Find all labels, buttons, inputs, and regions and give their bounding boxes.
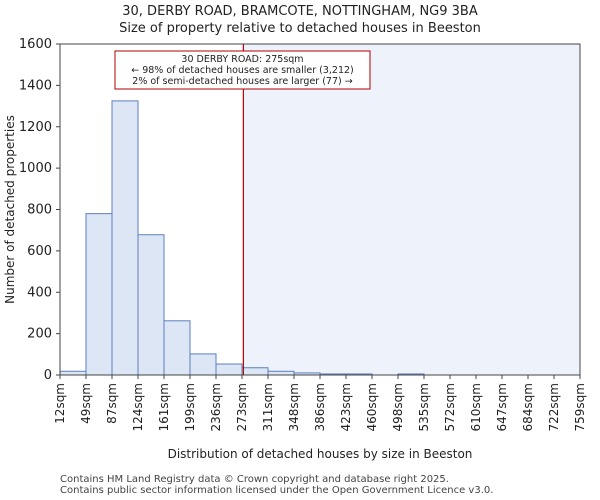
x-tick-label: 498sqm xyxy=(391,383,405,431)
bar xyxy=(59,370,87,376)
x-tick-label: 386sqm xyxy=(313,383,327,431)
y-tick-label: 1400 xyxy=(19,78,52,93)
y-axis-label: Number of detached properties xyxy=(3,115,17,304)
x-tick-label: 535sqm xyxy=(417,383,431,431)
y-tick-label: 0 xyxy=(44,368,52,383)
x-axis-label: Distribution of detached houses by size … xyxy=(168,447,473,461)
y-tick-label: 200 xyxy=(27,327,52,342)
bar xyxy=(267,370,295,376)
y-tick-label: 1600 xyxy=(19,37,52,52)
chart-title-line-1: 30, DERBY ROAD, BRAMCOTE, NOTTINGHAM, NG… xyxy=(122,4,478,19)
y-tick-label: 1200 xyxy=(19,120,52,135)
x-tick-label: 12sqm xyxy=(53,383,67,424)
x-tick-label: 647sqm xyxy=(495,383,509,431)
annotation-line: ← 98% of detached houses are smaller (3,… xyxy=(131,65,354,76)
x-tick-label: 124sqm xyxy=(131,383,145,431)
x-tick-label: 273sqm xyxy=(235,383,249,431)
annotation-line: 30 DERBY ROAD: 275sqm xyxy=(181,54,303,65)
y-tick-label: 800 xyxy=(27,203,52,218)
bar xyxy=(85,213,113,376)
annotation-line: 2% of semi-detached houses are larger (7… xyxy=(132,76,352,87)
x-tick-label: 423sqm xyxy=(339,383,353,431)
chart-title-line-2: Size of property relative to detached ho… xyxy=(119,21,481,36)
bar xyxy=(215,363,243,376)
annotation-box xyxy=(114,50,371,90)
credit-line-1: Contains HM Land Registry data © Crown c… xyxy=(60,474,449,485)
x-tick-label: 610sqm xyxy=(469,383,483,431)
bar xyxy=(137,234,165,376)
x-tick-label: 348sqm xyxy=(287,383,301,431)
x-tick-label: 572sqm xyxy=(443,383,457,431)
shaded-region xyxy=(243,44,581,375)
x-tick-label: 759sqm xyxy=(573,383,587,431)
bar xyxy=(189,353,217,376)
bar xyxy=(163,320,191,376)
x-tick-label: 311sqm xyxy=(261,383,275,431)
y-tick-label: 600 xyxy=(27,244,52,259)
credit-line-2: Contains public sector information licen… xyxy=(60,485,494,496)
x-tick-label: 722sqm xyxy=(547,383,561,431)
x-tick-label: 199sqm xyxy=(183,383,197,431)
y-tick-label: 400 xyxy=(27,285,52,300)
y-tick-label: 1000 xyxy=(19,161,52,176)
x-tick-label: 49sqm xyxy=(79,383,93,424)
x-tick-label: 460sqm xyxy=(365,383,379,431)
x-tick-label: 236sqm xyxy=(209,383,223,431)
x-tick-label: 161sqm xyxy=(157,383,171,431)
bar xyxy=(241,367,269,376)
x-tick-label: 87sqm xyxy=(105,383,119,424)
bar xyxy=(111,100,139,376)
x-tick-label: 684sqm xyxy=(521,383,535,431)
